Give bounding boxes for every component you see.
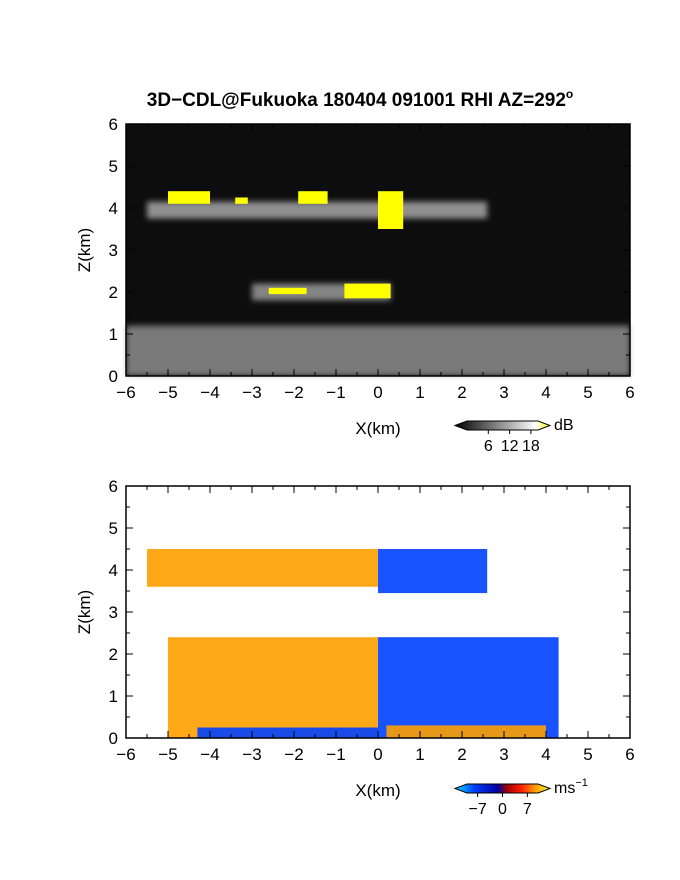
echo-layer [147,201,488,219]
y-tick-label: 1 [109,687,118,706]
colorbar-ramp [453,420,552,431]
x-tick-label: −6 [116,745,135,764]
y-tick-label: 6 [109,115,118,134]
saturated-patch [235,197,248,204]
intensity-x-axis-label: X(km) [355,419,400,438]
colorbar-unit-exponent: −1 [575,777,588,789]
velocity-region [147,549,378,587]
x-tick-label: −1 [326,383,345,402]
x-tick-label: −3 [242,383,261,402]
x-tick-label: −3 [242,745,261,764]
intensity-y-axis-label: Z(km) [75,228,94,272]
y-tick-label: 6 [109,477,118,496]
y-tick-label: 2 [109,645,118,664]
velocity-region [378,637,559,738]
x-tick-label: 5 [583,383,592,402]
y-tick-label: 4 [109,199,118,218]
x-tick-label: −6 [116,383,135,402]
saturated-patch [378,191,404,229]
intensity-axes: −6 −5 −4 −3 −2 −1 0 1 2 3 4 5 6 0 1 2 3 4 5 6 [109,115,635,402]
x-tick-label: −5 [158,383,177,402]
figure-title: 3D−CDL@Fukuoka 180404 091001 RHI AZ=292o [147,87,574,111]
y-tick-label: 1 [109,325,118,344]
colorbar-tick-label: 0 [498,801,507,818]
velocity-region [386,725,546,738]
x-tick-label: −2 [284,745,303,764]
saturated-patch [344,283,391,299]
y-tick-label: 0 [109,729,118,748]
y-tick-label: 4 [109,561,118,580]
intensity-echo-layers [126,191,630,376]
saturated-patch [168,191,210,204]
x-tick-label: −5 [158,745,177,764]
x-tick-label: 5 [583,745,592,764]
x-tick-label: 6 [625,383,634,402]
colorbar-tick-label: 12 [501,438,519,455]
velocity-axes: −6 −5 −4 −3 −2 −1 0 1 2 3 4 5 6 0 1 2 3 4 5 6 [109,477,635,764]
x-tick-label: 3 [499,745,508,764]
velocity-colorbar: ms−1 −7 0 7 [453,777,588,818]
x-tick-label: −1 [326,745,345,764]
saturated-patch [268,287,307,295]
echo-layer [126,325,630,376]
x-tick-label: 3 [499,383,508,402]
panel-velocity: −6 −5 −4 −3 −2 −1 0 1 2 3 4 5 6 0 1 2 3 4 5 6 X(km) Z(km) m… [75,477,635,818]
colorbar-ramp [453,783,552,794]
x-tick-label: 4 [541,745,550,764]
colorbar-tick-label: 7 [523,801,532,818]
x-tick-label: 2 [457,383,466,402]
colorbar-tick-label: −7 [469,801,487,818]
x-tick-label: −2 [284,383,303,402]
velocity-y-axis-label: Z(km) [75,590,94,634]
x-tick-label: 4 [541,383,550,402]
colorbar-unit: ms−1 [554,777,588,797]
x-tick-label: 1 [415,383,424,402]
intensity-colorbar: dB 6 12 18 [453,417,574,455]
y-tick-label: 2 [109,283,118,302]
x-tick-label: 0 [373,383,382,402]
y-tick-label: 3 [109,241,118,260]
x-tick-label: 6 [625,745,634,764]
y-tick-label: 3 [109,603,118,622]
y-tick-label: 0 [109,367,118,386]
velocity-region [168,637,378,738]
velocity-regions [147,549,559,738]
velocity-x-axis-label: X(km) [355,781,400,800]
x-tick-label: 2 [457,745,466,764]
x-tick-label: 0 [373,745,382,764]
x-tick-label: 1 [415,745,424,764]
velocity-region [378,549,488,594]
saturated-patch [298,191,328,204]
colorbar-unit: dB [554,417,574,434]
y-tick-label: 5 [109,519,118,538]
colorbar-tick-label: 18 [522,438,540,455]
y-tick-label: 5 [109,157,118,176]
x-tick-label: −4 [200,383,219,402]
x-tick-label: −4 [200,745,219,764]
velocity-region [197,727,378,738]
colorbar-tick-label: 6 [484,438,493,455]
